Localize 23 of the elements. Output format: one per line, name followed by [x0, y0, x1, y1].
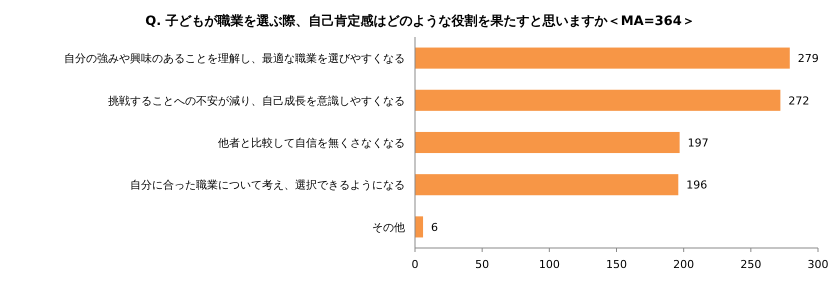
x-tick-label: 100	[538, 258, 560, 271]
data-label: 197	[688, 136, 709, 150]
y-tick-label: その他	[372, 220, 405, 234]
y-tick-label: 自分の強みや興味のあることを理解し、最適な職業を選びやすくなる	[64, 52, 405, 66]
data-label: 6	[431, 220, 438, 234]
y-tick-label: 他者と比較して自信を無くさなくなる	[218, 136, 405, 150]
bar	[415, 48, 790, 69]
x-tick-label: 200	[673, 258, 694, 271]
bar	[415, 90, 780, 111]
data-label: 279	[798, 52, 819, 66]
x-tick-label: 250	[740, 258, 762, 271]
data-label: 272	[788, 94, 810, 108]
bar	[415, 132, 680, 154]
y-tick-label: 自分に合った職業について考え、選択できるようになる	[130, 178, 405, 192]
x-tick-label: 300	[808, 258, 828, 271]
x-tick-label: 0	[412, 258, 418, 271]
chart-title: Q. 子どもが職業を選ぶ際、自己肯定感はどのような役割を果たすと思いますか＜MA=364＞	[145, 13, 695, 29]
x-tick-label: 150	[606, 258, 627, 271]
bar	[415, 174, 678, 196]
y-tick-label: 挑戦することへの不安が減り、自己成長を意識しやすくなる	[108, 94, 405, 108]
data-label: 196	[686, 178, 708, 192]
x-tick-label: 50	[475, 258, 490, 271]
bar	[415, 216, 424, 238]
